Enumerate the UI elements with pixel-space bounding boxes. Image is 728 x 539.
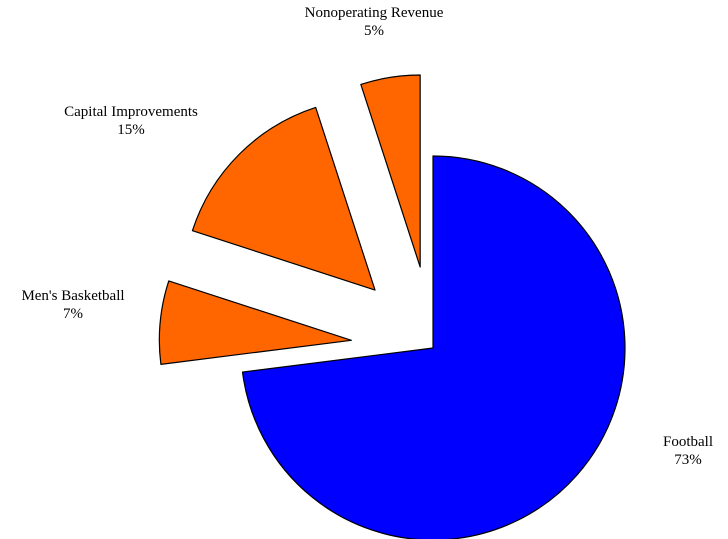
slice-name: Men's Basketball [21, 288, 124, 304]
labels-layer: Football 73% Men's Basketball 7% Capital Imp… [21, 5, 713, 468]
slice-name: Football [663, 434, 713, 450]
slice-label-nonoperating-revenue: Nonoperating Revenue 5% [305, 5, 444, 39]
slices-layer [158, 74, 626, 539]
slice-percent: 5% [364, 23, 384, 39]
slice-percent: 73% [674, 452, 702, 468]
slice-percent: 7% [63, 306, 83, 322]
slice-percent: 15% [117, 122, 145, 138]
slice-label-men-s-basketball: Men's Basketball 7% [21, 288, 124, 322]
slice-football [241, 155, 626, 539]
slice-men-s-basketball [158, 280, 352, 365]
slice-name: Capital Improvements [64, 104, 198, 120]
slice-nonoperating-revenue [360, 74, 421, 268]
slice-capital-improvements [191, 106, 376, 291]
slice-label-football: Football 73% [663, 434, 713, 468]
slice-name: Nonoperating Revenue [305, 5, 444, 21]
slice-label-capital-improvements: Capital Improvements 15% [64, 104, 198, 138]
